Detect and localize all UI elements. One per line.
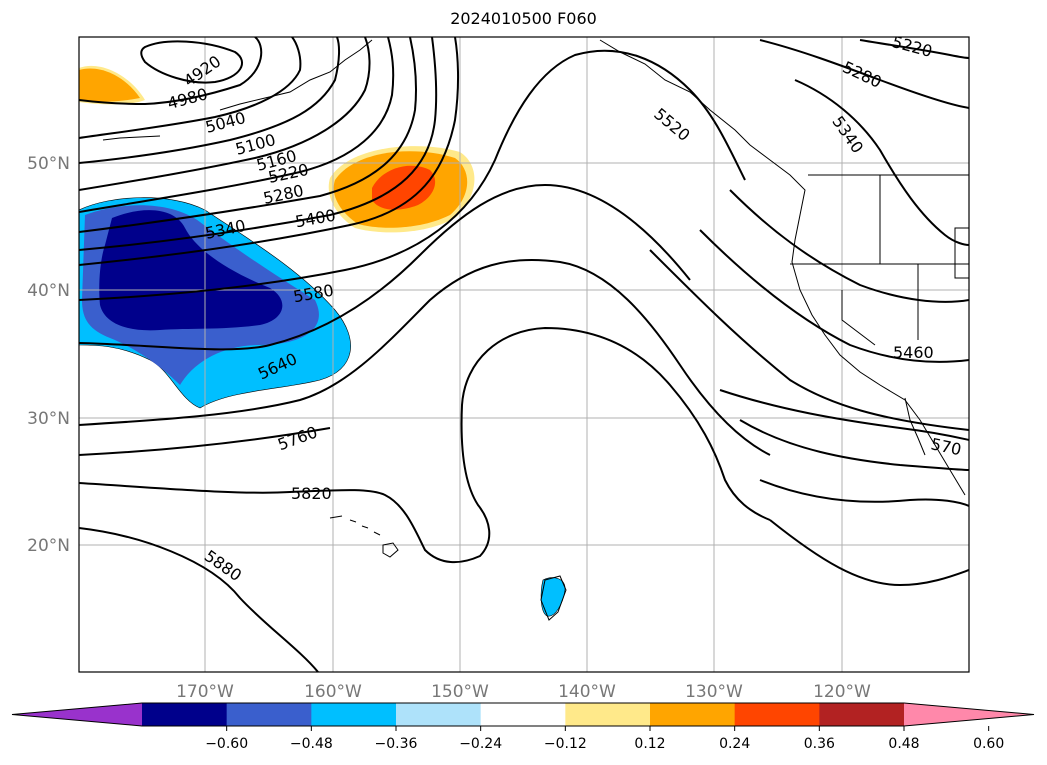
colorbar-segment xyxy=(565,703,651,726)
colorbar-segment xyxy=(226,703,312,726)
contour-label-5040: 5040 xyxy=(203,108,247,137)
colorbar-segment xyxy=(480,703,566,726)
colorbar-segment xyxy=(311,703,397,726)
contour-label-5340-ne: 5340 xyxy=(828,112,867,156)
lat-label-30n: 30°N xyxy=(27,409,70,429)
lat-label-50n: 50°N xyxy=(27,154,70,174)
colorbar-tick-label: 0.36 xyxy=(804,736,835,752)
colorbar-segment xyxy=(142,703,228,726)
colorbar-segment xyxy=(819,703,905,726)
contour-label-5280: 5280 xyxy=(262,181,306,208)
colorbar-segment xyxy=(734,703,820,726)
colorbar-extend-high xyxy=(904,703,1034,726)
longitude-labels: 170°W 160°W 150°W 140°W 130°W 120°W xyxy=(176,682,871,702)
contour-label-5400: 5400 xyxy=(294,206,337,232)
map-frame xyxy=(78,36,970,673)
colorbar-tick-label: 0.24 xyxy=(719,736,750,752)
contour-label-5820: 5820 xyxy=(291,484,332,503)
colorbar-tick-label: 0.60 xyxy=(973,736,1004,752)
colorbar-segment xyxy=(650,703,736,726)
graticule xyxy=(79,37,969,672)
map-title: 2024010500 F060 xyxy=(450,9,597,28)
lon-label-120w: 120°W xyxy=(813,682,871,702)
shading-negative-anomaly xyxy=(79,197,566,617)
contour-label-5880: 5880 xyxy=(201,546,245,585)
contour-label-5760: 5760 xyxy=(275,422,320,454)
height-contours xyxy=(79,37,969,672)
lat-label-40n: 40°N xyxy=(27,281,70,301)
colorbar-tick-label: −0.48 xyxy=(290,736,333,752)
latitude-labels: 50°N 40°N 30°N 20°N xyxy=(27,154,70,556)
colorbar-outline xyxy=(11,702,1035,727)
lon-label-170w: 170°W xyxy=(176,682,234,702)
lon-label-130w: 130°W xyxy=(685,682,743,702)
colorbar: −0.60 −0.48 −0.36 −0.24 −0.12 0.12 0.24 0.36 0.4… xyxy=(11,702,1035,752)
colorbar-tick-label: 0.12 xyxy=(634,736,665,752)
colorbar-extend-low xyxy=(12,703,142,726)
lon-label-150w: 150°W xyxy=(431,682,489,702)
colorbar-tick-label: −0.12 xyxy=(544,736,587,752)
contour-label-5460: 5460 xyxy=(893,343,934,362)
contour-label-5280-ne: 5280 xyxy=(840,57,885,91)
contour-label-5520: 5520 xyxy=(650,104,693,145)
colorbar-segment xyxy=(396,703,482,726)
colorbar-tick-label: 0.48 xyxy=(888,736,919,752)
lon-label-160w: 160°W xyxy=(304,682,362,702)
colorbar-tick-label: −0.36 xyxy=(375,736,418,752)
lon-label-140w: 140°W xyxy=(558,682,616,702)
colorbar-tick-label: −0.60 xyxy=(205,736,248,752)
lat-label-20n: 20°N xyxy=(27,536,70,556)
colorbar-tick-label: −0.24 xyxy=(459,736,502,752)
contour-label-4980: 4980 xyxy=(165,84,209,113)
